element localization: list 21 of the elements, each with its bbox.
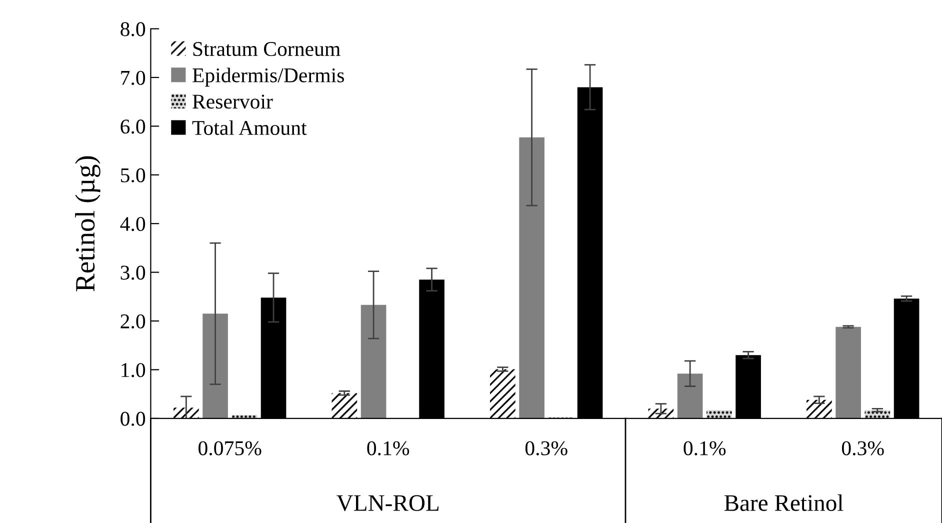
- text: Bare Retinol: [724, 494, 844, 512]
- y-tick-label: 5.0: [121, 168, 146, 182]
- x-tick-label: 0.1%: [684, 441, 726, 456]
- legend-label: Reservoir: [192, 94, 273, 109]
- y-tick-label: 0.0: [120, 412, 146, 426]
- legend-label: Epidermis/Dermis: [192, 68, 344, 87]
- y-tick-label: 4.0: [120, 216, 146, 232]
- y-tick-label: 3.0: [120, 266, 146, 280]
- x-tick-label: 0.3%: [842, 441, 884, 456]
- y-tick-label: 6.0: [120, 120, 146, 134]
- legend-label: Stratum Corneum: [193, 42, 340, 56]
- y-tick-label: 1.0: [122, 363, 146, 378]
- x-tick-label: 0.075%: [198, 441, 262, 456]
- legend-label: Total Amount: [192, 120, 307, 135]
- x-tick-label: 0.3%: [525, 441, 568, 456]
- text: VLN-ROL: [336, 495, 438, 512]
- y-tick-label: 2.0: [120, 314, 146, 329]
- y-tick-label: 8.0: [120, 22, 146, 36]
- y-tick-label: 7.0: [121, 70, 146, 85]
- x-tick-label: 0.1%: [367, 441, 410, 456]
- y-axis-title: Retinol (µg): [75, 156, 100, 292]
